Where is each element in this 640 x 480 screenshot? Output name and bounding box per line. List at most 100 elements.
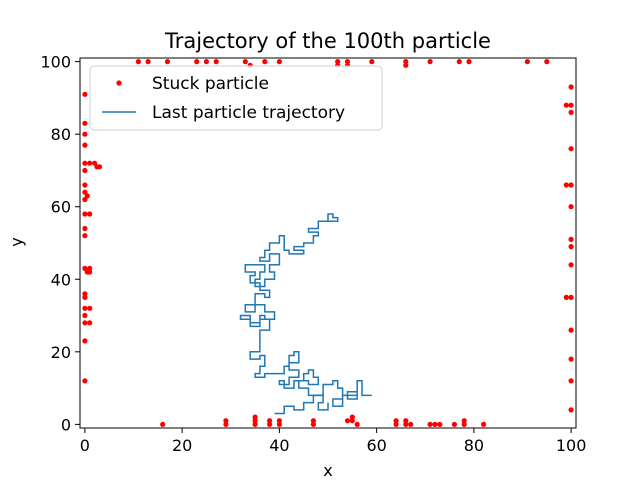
- stuck-particle-point: [82, 167, 88, 174]
- stuck-particle-point: [96, 164, 103, 170]
- stuck-particle-point: [276, 421, 282, 427]
- stuck-particle-point: [82, 378, 88, 384]
- stuck-particle-point: [194, 59, 200, 65]
- stuck-particle-point: [568, 102, 574, 108]
- stuck-particle-point: [568, 262, 574, 268]
- stuck-particle-point: [82, 182, 88, 188]
- stuck-particle-point: [456, 59, 462, 65]
- stuck-particle-point: [354, 421, 360, 427]
- stuck-particle-point: [568, 182, 574, 188]
- stuck-particle-point: [82, 294, 88, 300]
- stuck-particle-point: [262, 59, 268, 65]
- stuck-particle-point: [344, 418, 351, 424]
- stuck-particle-point: [466, 59, 472, 65]
- y-axis-label: y: [7, 237, 26, 246]
- stuck-particle-point: [349, 418, 355, 424]
- stuck-particle-point: [568, 84, 574, 90]
- stuck-particle-point: [568, 236, 574, 242]
- stuck-particle-point: [82, 233, 88, 239]
- stuck-particle-point: [568, 407, 574, 413]
- stuck-particle-point: [276, 59, 282, 65]
- stuck-particle-point: [393, 421, 399, 427]
- y-tick-label: 60: [51, 198, 71, 217]
- stuck-particle-point: [310, 421, 316, 427]
- axes-frame: [79, 57, 577, 429]
- legend-label: Last particle trajectory: [152, 103, 345, 123]
- legend-point-swatch: [116, 80, 122, 86]
- stuck-particle-point: [403, 62, 409, 68]
- y-tick-label: 0: [61, 415, 71, 434]
- stuck-particle-point: [524, 59, 531, 65]
- stuck-particle-point: [252, 414, 258, 420]
- stuck-particle-point: [568, 204, 574, 210]
- y-tick-label: 20: [51, 343, 71, 362]
- stuck-particle-point: [403, 421, 409, 427]
- stuck-particle-point: [563, 294, 569, 300]
- stuck-particle-point: [427, 421, 433, 427]
- x-tick-label: 40: [269, 436, 289, 455]
- stuck-particle-point: [568, 146, 574, 152]
- stuck-particle-point: [563, 102, 569, 108]
- stuck-particle-point: [403, 418, 409, 424]
- stuck-particle-point: [87, 211, 93, 217]
- stuck-particle-point: [82, 142, 88, 148]
- stuck-particle-point: [563, 182, 569, 188]
- stuck-particle-point: [82, 211, 88, 217]
- x-tick-label: 0: [80, 436, 90, 455]
- stuck-particle-point: [437, 421, 443, 427]
- axes: 0 20 40 60 80 100 0 20 40 60 80 100: [40, 53, 586, 455]
- stuck-particle-point: [82, 320, 88, 326]
- stuck-particle-point: [432, 421, 438, 427]
- stuck-particle-point: [568, 327, 574, 333]
- stuck-particle-point: [568, 378, 574, 384]
- y-tick-label: 100: [40, 53, 71, 72]
- stuck-particle-point: [82, 338, 88, 344]
- stuck-particle-point: [276, 418, 282, 424]
- x-axis-label: x: [323, 461, 332, 480]
- stuck-particle-point: [568, 244, 574, 250]
- stuck-particle-point: [267, 421, 273, 427]
- stuck-particle-point: [369, 59, 375, 65]
- stuck-particle-point: [87, 269, 93, 275]
- stuck-particle-point: [135, 59, 141, 65]
- stuck-particle-point: [568, 109, 574, 115]
- stuck-particle-point: [145, 59, 151, 65]
- x-tick-label: 80: [464, 436, 484, 455]
- stuck-particle-point: [568, 294, 574, 300]
- stuck-particle-point: [82, 91, 88, 97]
- stuck-particle-point: [87, 265, 93, 271]
- stuck-particle-point: [82, 312, 88, 319]
- y-tick-label: 40: [51, 270, 71, 289]
- stuck-particle-point: [403, 59, 409, 65]
- stuck-particle-point: [349, 414, 355, 420]
- stuck-particle-point: [82, 305, 88, 311]
- trajectory-line: [239, 213, 372, 407]
- stuck-particle-point: [252, 418, 258, 424]
- stuck-particle-point: [252, 421, 258, 427]
- stuck-particle-point: [223, 421, 229, 427]
- stuck-particle-point: [481, 421, 487, 427]
- stuck-particle-point: [451, 421, 457, 427]
- stuck-particle-point: [335, 59, 341, 65]
- stuck-particle-point: [242, 59, 248, 65]
- stuck-particle-point: [393, 418, 399, 424]
- stuck-particle-point: [203, 59, 209, 65]
- stuck-particle-point: [544, 59, 550, 65]
- x-tick-label: 100: [556, 436, 587, 455]
- x-tick-label: 20: [172, 436, 192, 455]
- legend: Stuck particle Last particle trajectory: [89, 65, 383, 131]
- stuck-particle-point: [82, 291, 88, 297]
- stuck-particle-point: [87, 160, 93, 166]
- stuck-particle-point: [164, 59, 171, 65]
- stuck-particle-point: [160, 421, 166, 427]
- stuck-particle-point: [213, 59, 219, 65]
- stuck-particle-point: [461, 421, 467, 427]
- stuck-particle-point: [461, 418, 467, 424]
- stuck-particle-point: [87, 320, 93, 326]
- chart-title: Trajectory of the 100th particle: [164, 29, 491, 53]
- stuck-particle-point: [408, 421, 414, 427]
- x-tick-label: 60: [366, 436, 386, 455]
- stuck-particle-point: [82, 120, 88, 126]
- stuck-particle-point: [223, 418, 229, 424]
